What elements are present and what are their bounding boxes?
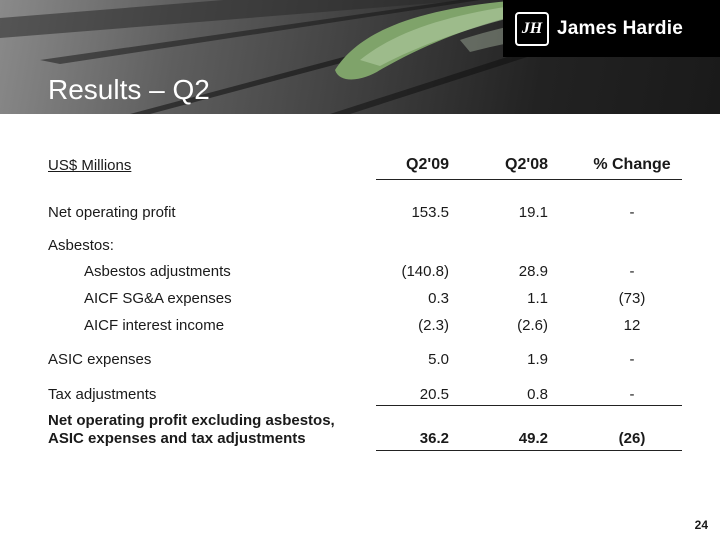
row-change: - <box>629 204 635 221</box>
row-label: Asbestos adjustments <box>84 263 231 280</box>
header-banner: JH James Hardie Results – Q2 <box>0 0 720 114</box>
row-q208: 19.1 <box>518 204 548 221</box>
total-label-line1: Net operating profit excluding asbestos, <box>48 412 335 429</box>
row-change: (73) <box>618 290 646 307</box>
total-top-rule <box>376 405 682 406</box>
row-q209: (2.3) <box>418 317 449 334</box>
page-title: Results – Q2 <box>48 74 210 105</box>
row-label: Tax adjustments <box>48 386 157 403</box>
row-q208: 1.1 <box>527 290 548 307</box>
row-q208: 1.9 <box>527 351 548 368</box>
unit-label: US$ Millions <box>48 157 132 174</box>
row-label: AICF SG&A expenses <box>84 290 232 307</box>
row-label: AICF interest income <box>84 317 225 334</box>
row-change: 12 <box>623 317 641 334</box>
row-q208: (2.6) <box>517 317 548 334</box>
row-q208: 0.8 <box>527 386 548 403</box>
row-label: ASIC expenses <box>48 351 152 368</box>
col-header-change: % Change <box>593 156 671 173</box>
page-number: 24 <box>694 518 708 532</box>
row-q209: (140.8) <box>401 263 449 280</box>
row-label: Asbestos: <box>48 237 114 254</box>
col-header-q208: Q2'08 <box>505 156 548 173</box>
row-change: - <box>629 263 635 280</box>
brand-name: James Hardie <box>557 17 683 39</box>
row-label: Net operating profit <box>48 204 176 221</box>
row-q209: 20.5 <box>419 386 449 403</box>
brand-logo: JH James Hardie <box>503 0 720 57</box>
siding-photo <box>0 0 720 114</box>
row-q209: 153.5 <box>411 204 449 221</box>
row-change: - <box>629 351 635 368</box>
total-bottom-rule <box>376 450 682 451</box>
row-q209: 5.0 <box>428 351 449 368</box>
header-rule <box>376 179 682 180</box>
col-header-q209: Q2'09 <box>406 156 449 173</box>
total-change: (26) <box>618 430 646 447</box>
total-label-line2: ASIC expenses and tax adjustments <box>48 430 306 447</box>
row-q208: 28.9 <box>518 263 548 280</box>
total-q209: 36.2 <box>419 430 449 447</box>
row-change: - <box>629 386 635 403</box>
row-q209: 0.3 <box>428 290 449 307</box>
jh-logo-icon: JH <box>515 11 549 46</box>
total-q208: 49.2 <box>518 430 548 447</box>
